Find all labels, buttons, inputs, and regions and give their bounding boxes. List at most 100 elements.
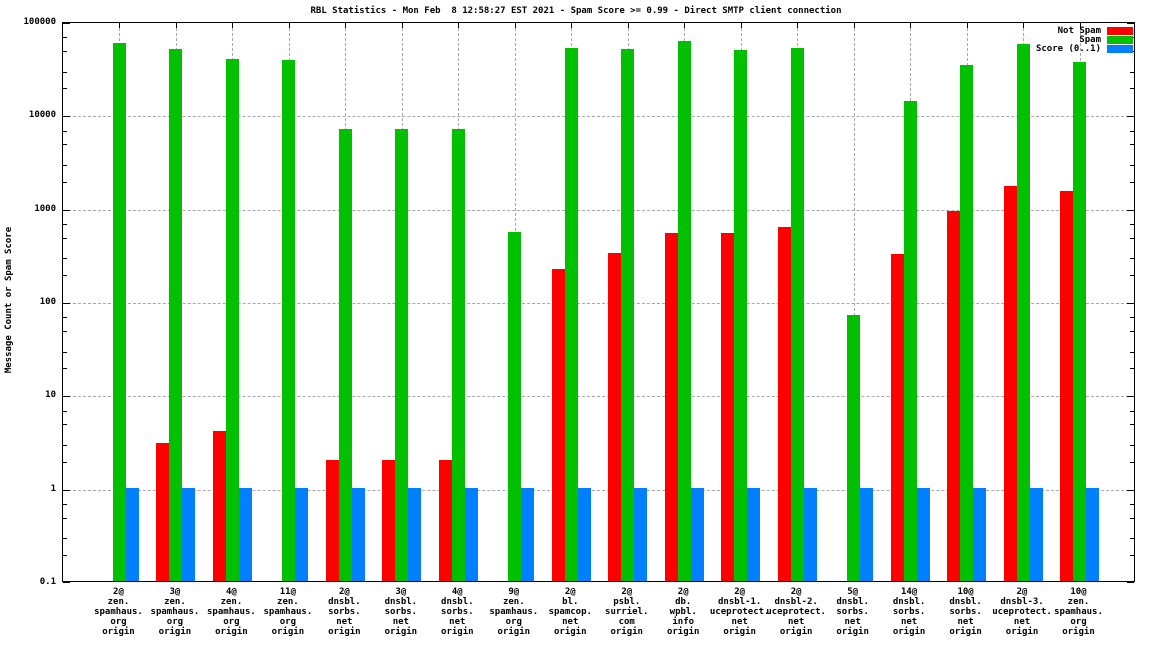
y-axis-tick	[63, 331, 67, 333]
bar-spam	[621, 49, 635, 581]
bar-score	[1086, 487, 1100, 581]
y-axis-tick	[63, 181, 67, 183]
bar-spam	[564, 48, 578, 581]
x-axis-tick	[1023, 23, 1025, 28]
y-axis-tick	[63, 368, 67, 370]
x-axis-tick	[910, 23, 912, 28]
bar-score	[295, 487, 309, 581]
y-axis-tick	[1127, 582, 1134, 583]
y-axis-tick	[1127, 116, 1134, 118]
y-axis-tick	[1130, 461, 1134, 463]
bar-spam	[338, 128, 352, 581]
y-axis-tick	[63, 37, 67, 39]
y-tick-label: 10000	[28, 110, 56, 121]
x-axis-tick	[119, 23, 121, 28]
y-tick-label: 100	[39, 297, 56, 307]
bar-spam	[1016, 43, 1030, 581]
legend-item: Not Spam	[1036, 26, 1133, 36]
y-axis-tick	[63, 351, 67, 353]
y-axis-tick	[1130, 554, 1134, 556]
legend-item: Score (0..1)	[1036, 44, 1133, 54]
bar-score	[182, 487, 196, 581]
category-label: 2@ dnsbl-2. uceprotect. net origin	[766, 587, 826, 637]
category-label: 3@ dnsbl. sorbs. net origin	[384, 587, 418, 637]
x-axis-tick	[684, 23, 686, 28]
legend-swatch	[1107, 35, 1133, 44]
x-axis-tick	[1079, 23, 1081, 28]
bar-not-spam	[382, 459, 396, 581]
gridline-vertical	[853, 23, 855, 581]
x-axis-tick	[740, 23, 742, 28]
bar-spam	[282, 60, 296, 581]
category-label: 2@ dnsbl-1. uceprotect. net origin	[709, 587, 770, 637]
y-axis-tick	[1127, 209, 1134, 211]
legend-label: Spam	[1079, 34, 1101, 45]
y-axis-tick	[63, 303, 70, 304]
y-axis-tick	[63, 461, 67, 463]
y-axis-tick	[63, 517, 67, 519]
y-axis-tick	[1127, 396, 1134, 398]
y-axis-tick	[1127, 489, 1134, 491]
bar-not-spam	[1060, 191, 1074, 581]
category-label: 14@ dnsbl. sorbs. net origin	[892, 587, 926, 637]
category-label: 2@ dnsbl. sorbs. net origin	[328, 587, 361, 637]
y-axis-tick	[1130, 165, 1134, 167]
y-axis-tick	[1130, 504, 1134, 506]
bar-not-spam	[325, 459, 339, 581]
y-axis-tick	[63, 504, 67, 506]
y-axis-tick	[1127, 303, 1134, 304]
x-axis-tick	[853, 23, 855, 28]
y-axis-tick	[1127, 23, 1134, 24]
y-tick-label: 10	[45, 390, 56, 401]
y-axis-tick	[1130, 224, 1134, 226]
category-label: 9@ zen. spamhaus. org origin	[489, 587, 539, 637]
bar-not-spam	[438, 459, 452, 581]
y-axis-tick	[1130, 144, 1134, 146]
y-axis-tick	[63, 554, 67, 556]
category-label: 11@ zen. spamhaus. org origin	[263, 587, 313, 637]
x-axis-tick	[514, 23, 516, 28]
y-axis-tick	[63, 144, 67, 146]
y-axis-tick	[1130, 331, 1134, 333]
bar-not-spam	[890, 253, 904, 581]
legend-swatch	[1107, 44, 1133, 53]
bar-score	[351, 487, 365, 581]
gridline-horizontal	[63, 116, 1134, 118]
bar-spam	[790, 47, 804, 581]
category-label: 10@ zen. spamhaus. org origin	[1054, 587, 1103, 637]
y-tick-label: 1000	[34, 203, 56, 214]
x-axis-tick	[458, 23, 460, 28]
bar-score	[690, 487, 704, 581]
y-axis-tick	[63, 116, 70, 118]
category-label: 3@ zen. spamhaus. org origin	[150, 587, 200, 637]
bar-score	[634, 487, 648, 581]
gridline-horizontal	[63, 209, 1134, 211]
y-axis-tick	[1130, 258, 1134, 260]
bar-spam	[225, 59, 239, 581]
y-axis-tick	[1130, 351, 1134, 353]
x-axis-tick	[175, 23, 177, 28]
y-tick-label: 0.1	[39, 577, 56, 587]
bar-not-spam	[947, 210, 961, 581]
bar-score	[408, 487, 422, 581]
x-axis-tick	[797, 23, 799, 28]
legend: Not Spam Spam Score (0..1)	[1036, 26, 1133, 54]
bar-not-spam	[551, 269, 565, 581]
y-axis-tick	[1130, 237, 1134, 239]
bar-score	[803, 487, 817, 581]
category-label: 4@ dnsbl. sorbs. net origin	[441, 587, 474, 637]
bar-spam	[169, 49, 183, 581]
y-axis-tick	[63, 317, 67, 319]
chart-title: RBL Statistics - Mon Feb 8 12:58:27 EST …	[310, 6, 842, 16]
legend-swatch	[1107, 26, 1133, 35]
category-label: 2@ db. wpbl. info origin	[666, 587, 700, 637]
bar-spam	[112, 43, 126, 581]
bar-spam	[677, 41, 691, 581]
bar-not-spam	[212, 431, 226, 581]
y-axis-tick	[1130, 181, 1134, 183]
bar-not-spam	[664, 233, 678, 581]
bar-not-spam	[1003, 186, 1017, 581]
bar-score	[577, 487, 591, 581]
y-axis-tick	[63, 396, 70, 398]
x-axis-tick	[571, 23, 573, 28]
